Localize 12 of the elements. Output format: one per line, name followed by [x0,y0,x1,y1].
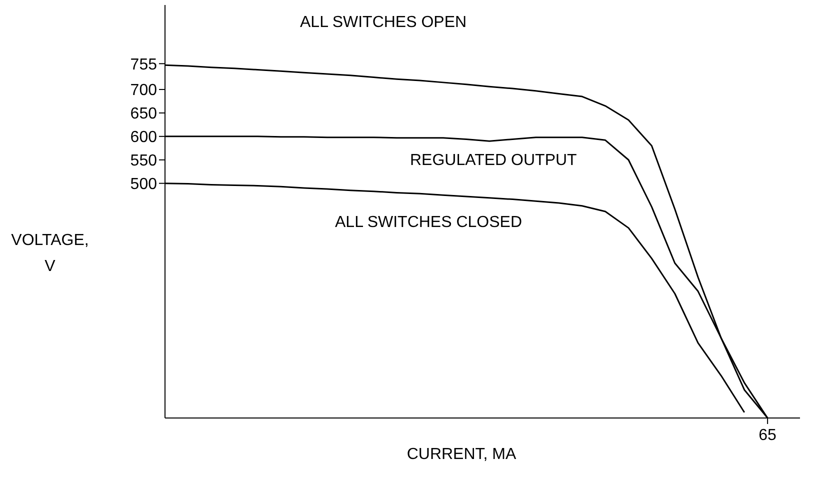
y-tick-label: 500 [130,176,158,194]
y-axis-title: VOLTAGE, V [10,231,90,277]
y-tick-label: 700 [130,82,158,100]
text: ALL SWITCHES OPEN [300,14,467,32]
series-label: REGULATED OUTPUT [410,152,577,170]
series-label: ALL SWITCHES CLOSED [335,214,522,232]
y-tick-label: 550 [130,152,158,170]
x-tick-label: 65 [758,427,777,444]
y-tick-label: 755 [130,56,158,74]
x-axis-title: CURRENT, MA [406,446,518,464]
y-tick-label: 600 [130,129,158,146]
y-tick-label: 650 [130,106,158,123]
